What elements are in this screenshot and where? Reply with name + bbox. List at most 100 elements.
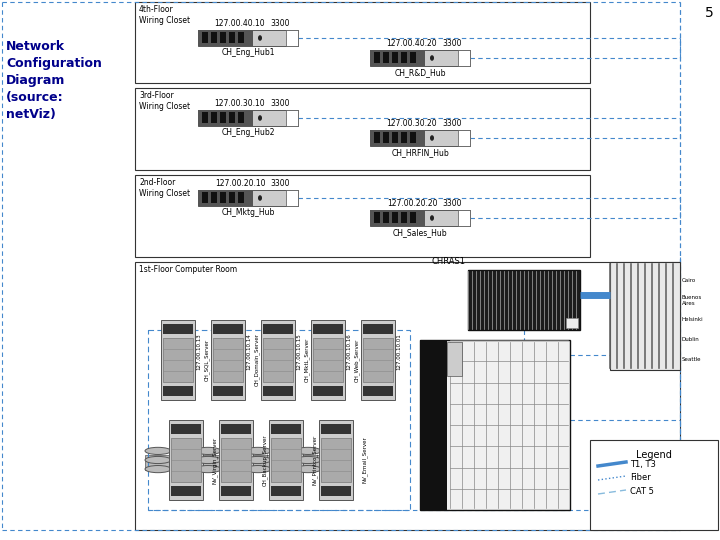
Bar bbox=[263, 338, 293, 382]
Bar bbox=[171, 487, 201, 496]
Ellipse shape bbox=[430, 215, 434, 221]
Bar bbox=[195, 455, 221, 470]
Ellipse shape bbox=[430, 135, 434, 141]
Bar bbox=[163, 387, 193, 396]
Bar bbox=[163, 338, 193, 382]
Text: CH_Domain_Server: CH_Domain_Server bbox=[254, 334, 260, 387]
Bar bbox=[383, 132, 389, 143]
Ellipse shape bbox=[295, 456, 321, 463]
Bar bbox=[198, 30, 253, 46]
Bar bbox=[202, 112, 207, 123]
Bar bbox=[363, 338, 393, 382]
Bar bbox=[198, 110, 298, 126]
Text: 127.00.20.10: 127.00.20.10 bbox=[215, 179, 265, 188]
Bar bbox=[229, 112, 235, 123]
Bar bbox=[261, 320, 295, 400]
Bar bbox=[420, 340, 447, 510]
Text: 127.00.10.16: 127.00.10.16 bbox=[346, 334, 351, 370]
Bar bbox=[220, 32, 225, 43]
Ellipse shape bbox=[245, 465, 271, 472]
Bar bbox=[321, 487, 351, 496]
Text: 127.00.40.20: 127.00.40.20 bbox=[387, 39, 437, 48]
Bar bbox=[458, 210, 470, 226]
Bar bbox=[171, 437, 201, 482]
Text: 127.00.10.13: 127.00.10.13 bbox=[196, 334, 201, 370]
Bar bbox=[135, 2, 590, 83]
Bar bbox=[610, 262, 680, 370]
Bar bbox=[221, 487, 251, 496]
Bar bbox=[198, 110, 253, 126]
Bar bbox=[321, 437, 351, 482]
Bar bbox=[311, 320, 345, 400]
Bar bbox=[374, 52, 379, 63]
Bar bbox=[458, 50, 470, 66]
Bar bbox=[145, 455, 171, 470]
Bar bbox=[135, 262, 680, 530]
Text: T1, T3: T1, T3 bbox=[630, 460, 656, 469]
Ellipse shape bbox=[295, 447, 321, 455]
Bar bbox=[374, 132, 379, 143]
Bar bbox=[374, 212, 379, 223]
Bar bbox=[295, 455, 321, 470]
Bar bbox=[163, 324, 193, 334]
Bar bbox=[370, 50, 470, 66]
Bar bbox=[211, 320, 245, 400]
Text: Helsinki: Helsinki bbox=[682, 318, 703, 322]
Text: CH_SQL_Server: CH_SQL_Server bbox=[204, 339, 210, 381]
Bar bbox=[420, 340, 570, 510]
Text: CAT 5: CAT 5 bbox=[630, 488, 654, 496]
Bar bbox=[161, 320, 195, 400]
Bar bbox=[286, 30, 298, 46]
Text: 127.00.10.01: 127.00.10.01 bbox=[396, 334, 401, 370]
Text: NV_Printco_Server: NV_Printco_Server bbox=[312, 435, 318, 485]
Bar bbox=[169, 420, 203, 500]
Bar bbox=[202, 32, 207, 43]
Bar bbox=[271, 437, 301, 482]
Bar bbox=[220, 192, 225, 203]
Bar bbox=[410, 132, 415, 143]
Text: 3300: 3300 bbox=[270, 19, 289, 28]
Bar bbox=[213, 338, 243, 382]
Bar bbox=[211, 112, 217, 123]
Bar bbox=[198, 190, 298, 206]
Ellipse shape bbox=[145, 447, 171, 455]
Ellipse shape bbox=[245, 456, 271, 463]
Bar bbox=[263, 387, 293, 396]
Bar bbox=[313, 387, 343, 396]
Bar bbox=[447, 342, 462, 376]
Text: Network
Configuration
Diagram
(source:
netViz): Network Configuration Diagram (source: n… bbox=[6, 40, 102, 121]
Text: 127.00.40.10: 127.00.40.10 bbox=[215, 19, 265, 28]
Ellipse shape bbox=[195, 447, 221, 455]
Bar bbox=[590, 440, 718, 530]
Text: NV_Email_Server: NV_Email_Server bbox=[362, 437, 368, 483]
Bar bbox=[213, 324, 243, 334]
Text: 3300: 3300 bbox=[442, 199, 462, 208]
Bar bbox=[361, 320, 395, 400]
Bar bbox=[219, 420, 253, 500]
Bar bbox=[363, 324, 393, 334]
Bar bbox=[321, 424, 351, 434]
Bar bbox=[202, 192, 207, 203]
Text: Buenos
Aires: Buenos Aires bbox=[682, 295, 702, 306]
Bar bbox=[468, 270, 580, 330]
Text: CH_Backup_Server: CH_Backup_Server bbox=[262, 434, 268, 486]
Bar bbox=[220, 112, 225, 123]
Text: 5: 5 bbox=[706, 6, 714, 20]
Bar bbox=[383, 52, 389, 63]
Bar bbox=[263, 324, 293, 334]
Bar bbox=[313, 324, 343, 334]
Text: 1st-Floor Computer Room: 1st-Floor Computer Room bbox=[139, 265, 237, 274]
Text: 3300: 3300 bbox=[442, 119, 462, 128]
Text: 3rd-Floor
Wiring Closet: 3rd-Floor Wiring Closet bbox=[139, 91, 190, 111]
Text: 3300: 3300 bbox=[442, 39, 462, 48]
Text: CH_HRFIN_Hub: CH_HRFIN_Hub bbox=[391, 148, 449, 157]
Text: CH_Web_Server: CH_Web_Server bbox=[354, 339, 360, 382]
Ellipse shape bbox=[145, 456, 171, 463]
Bar bbox=[238, 192, 243, 203]
Bar bbox=[401, 132, 407, 143]
Bar bbox=[269, 420, 303, 500]
Bar bbox=[171, 424, 201, 434]
Bar bbox=[392, 52, 397, 63]
Bar bbox=[238, 112, 243, 123]
Text: CH_Mktg_Hub: CH_Mktg_Hub bbox=[221, 208, 275, 217]
